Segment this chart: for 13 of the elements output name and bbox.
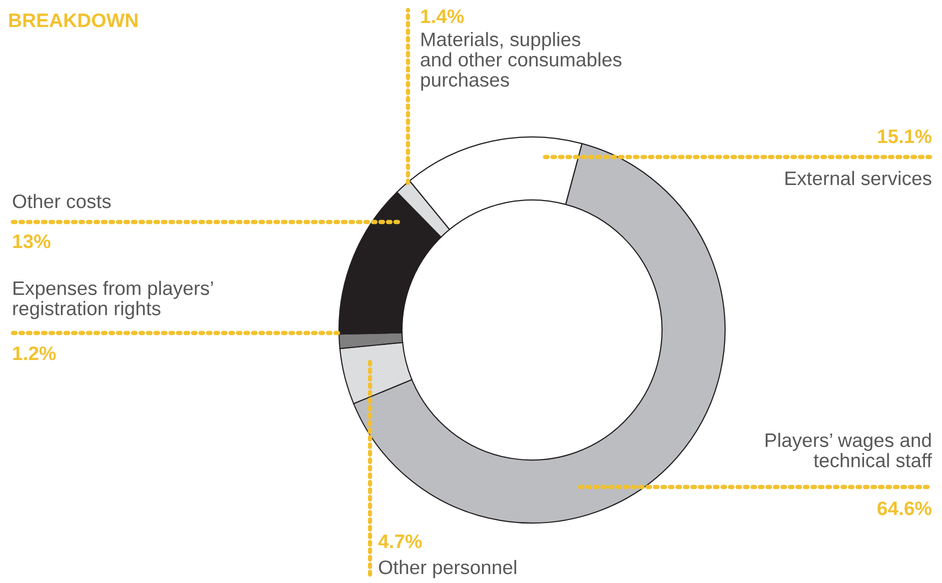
slice-label: Players’ wages and technical staff — [766, 432, 932, 468]
slice-label: Other personnel — [378, 560, 516, 578]
slice-label: Other costs — [12, 194, 111, 208]
slice-label: External services — [786, 170, 932, 186]
data-label: 13% — [13, 234, 50, 248]
data-label: 1.4% — [421, 10, 464, 24]
chart-title: BREAKDOWN — [9, 13, 138, 28]
slice-label: Materials, supplies and other consumables purchases — [420, 32, 622, 91]
data-label: 64.6% — [878, 501, 932, 516]
data-label: 15.1% — [878, 130, 932, 144]
data-label: 1.2% — [13, 346, 56, 360]
data-label: 4.7% — [378, 534, 422, 548]
slice-label: Expenses from players’ registration rights — [13, 280, 213, 320]
